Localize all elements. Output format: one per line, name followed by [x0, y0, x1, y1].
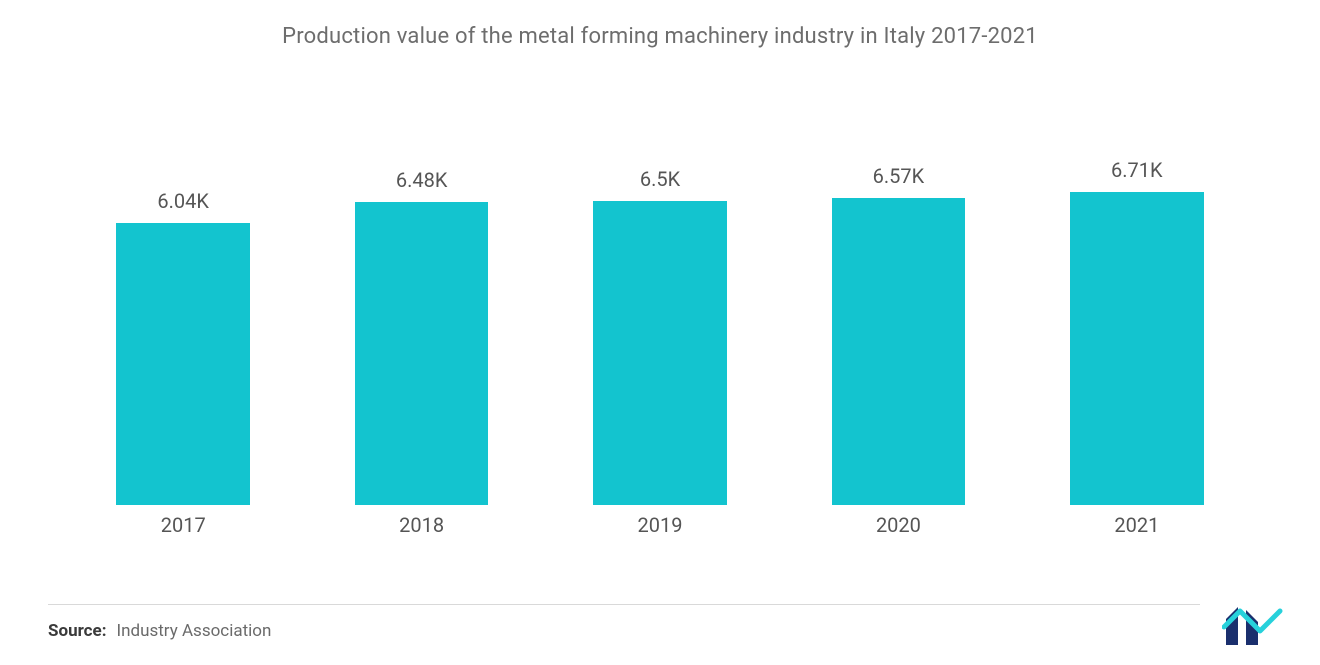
bar-rect [1070, 192, 1204, 505]
bar-wrap: 6.57K [779, 108, 1017, 505]
bar-value-label: 6.04K [157, 189, 209, 213]
source-value: Industry Association [116, 621, 271, 641]
bar-value-label: 6.57K [873, 164, 925, 188]
bar-rect [593, 201, 727, 505]
bar-wrap: 6.48K [302, 108, 540, 505]
bar-slot: 6.04K [64, 108, 302, 505]
bars-row: 6.04K 6.48K 6.5K 6.57K 6.71K [64, 108, 1256, 505]
plot-area: 6.04K6.48K6.5K6.57K6.71K 201720182019202… [64, 108, 1256, 545]
x-axis-label: 2017 [64, 505, 302, 537]
bar-slot: 6.5K [541, 108, 779, 505]
bar-rect [355, 202, 489, 505]
x-axis-label: 2018 [302, 505, 540, 537]
bar-value-label: 6.48K [396, 168, 448, 192]
x-axis-label: 2020 [779, 505, 1017, 537]
x-axis-label: 2019 [541, 505, 779, 537]
mordor-intelligence-logo-icon [1222, 605, 1286, 645]
footer: Source: Industry Association [48, 604, 1200, 641]
source-key: Source: [48, 621, 106, 641]
x-axis: 20172018201920202021 [64, 505, 1256, 545]
bar-wrap: 6.5K [541, 108, 779, 505]
bar-slot: 6.71K [1018, 108, 1256, 505]
bar-value-label: 6.5K [640, 167, 680, 191]
bar-wrap: 6.04K [64, 108, 302, 505]
bar-rect [116, 223, 250, 505]
bar-value-label: 6.71K [1111, 158, 1163, 182]
chart-title: Production value of the metal forming ma… [0, 0, 1320, 49]
bar-rect [832, 198, 966, 505]
bar-slot: 6.48K [302, 108, 540, 505]
bar-slot: 6.57K [779, 108, 1017, 505]
bar-wrap: 6.71K [1018, 108, 1256, 505]
x-axis-label: 2021 [1018, 505, 1256, 537]
